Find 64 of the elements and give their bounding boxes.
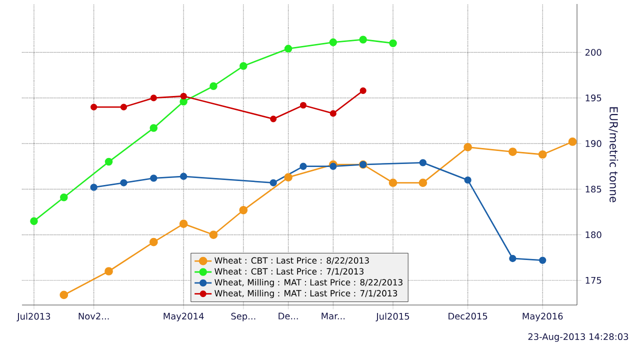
- point: [150, 124, 158, 132]
- point: [359, 36, 367, 44]
- x-tick-label: Dec2015: [448, 312, 488, 320]
- point: [388, 178, 398, 187]
- point: [508, 148, 517, 156]
- point: [270, 179, 277, 186]
- point: [360, 87, 366, 94]
- point: [149, 238, 158, 246]
- point: [300, 102, 307, 109]
- y-tick-label: 175: [586, 277, 602, 284]
- legend-label: Wheat, Milling : MAT : Last Price : 8/22/2013: [214, 278, 402, 288]
- point: [284, 173, 292, 182]
- point: [30, 217, 38, 225]
- x-tick-label: De...: [278, 312, 298, 320]
- y-tick-label: 185: [586, 186, 602, 193]
- point: [179, 220, 188, 228]
- point: [90, 184, 98, 191]
- point: [210, 82, 218, 90]
- point: [464, 176, 472, 184]
- point: [509, 254, 516, 262]
- x-tick-label: Jul2013: [16, 312, 50, 322]
- point: [209, 230, 218, 239]
- x-tick-label: Mar...: [322, 312, 345, 320]
- legend-label: Wheat, Milling : MAT : Last Price : 7/1/2013: [214, 290, 398, 298]
- point: [330, 162, 337, 170]
- point: [90, 104, 98, 110]
- point: [120, 104, 128, 110]
- x-tick-label: Jul2015: [376, 312, 410, 322]
- point: [60, 290, 68, 300]
- x-tick-label: May2014: [164, 312, 204, 322]
- point: [419, 159, 427, 166]
- x-tick-label: Sep...: [231, 312, 256, 322]
- point: [240, 62, 248, 70]
- y-tick-label: 180: [586, 231, 602, 238]
- point: [104, 267, 113, 276]
- legend-label: Wheat : CBT : Last Price : 8/22/2013: [214, 257, 369, 264]
- y-axis-title: EUR/metric tonne: [608, 107, 618, 202]
- x-tick-label: May2016: [522, 312, 563, 322]
- point: [330, 110, 336, 117]
- legend-label: Wheat : CBT : Last Price : 7/1/2013: [214, 268, 364, 276]
- x-tick-label: Nov2...: [78, 312, 109, 320]
- point: [300, 162, 307, 170]
- point: [180, 98, 188, 106]
- text: 23-Aug-2013 14:28:03: [528, 333, 628, 342]
- point: [464, 143, 472, 152]
- point: [150, 94, 157, 102]
- point: [239, 206, 248, 214]
- point: [329, 38, 338, 46]
- y-tick-label: 190: [586, 140, 602, 147]
- y-tick-label: 200: [585, 48, 602, 56]
- point: [539, 256, 546, 264]
- point: [568, 138, 577, 146]
- point: [270, 116, 277, 122]
- point: [180, 92, 187, 100]
- point: [389, 39, 397, 48]
- y-tick-label: 195: [586, 94, 602, 102]
- point: [284, 44, 292, 53]
- point: [150, 174, 158, 182]
- point: [104, 158, 113, 166]
- point: [180, 172, 188, 180]
- point: [60, 193, 68, 202]
- point: [120, 179, 128, 186]
- point: [418, 178, 428, 187]
- point: [538, 150, 547, 159]
